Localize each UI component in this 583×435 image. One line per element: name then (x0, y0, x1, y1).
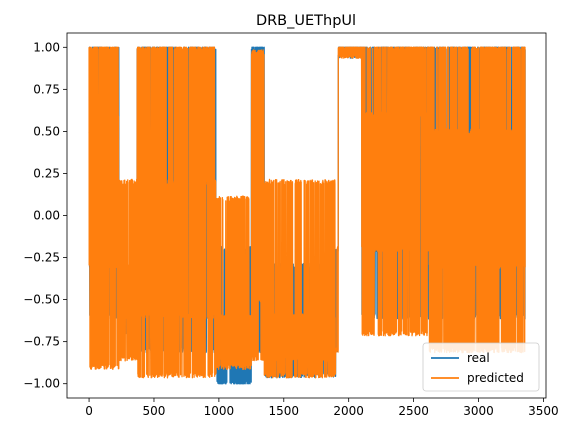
legend-label-predicted: predicted (467, 371, 524, 385)
legend: real predicted (422, 342, 540, 392)
x-tick-label: 2500 (398, 404, 429, 418)
x-tick-label: 3000 (463, 404, 494, 418)
y-tick-label: 0.25 (33, 166, 60, 180)
y-tick-label: −1.00 (23, 377, 60, 391)
x-axis: 0 500 1000 1500 2000 2500 3000 3500 (85, 398, 559, 418)
y-axis: −1.00 −0.75 −0.50 −0.25 0.00 0.25 0.50 0.75 1.00 (23, 40, 67, 391)
x-tick-label: 0 (85, 404, 93, 418)
series-line-predicted (88, 46, 526, 379)
chart-title: DRB_UEThpUl (256, 13, 356, 29)
y-tick-label: 0.00 (33, 209, 60, 223)
x-tick-label: 2000 (333, 404, 364, 418)
plot-area (88, 46, 526, 385)
legend-label-real: real (467, 351, 490, 365)
x-tick-label: 500 (143, 404, 166, 418)
x-tick-label: 3500 (528, 404, 559, 418)
legend-box (422, 342, 540, 392)
y-tick-label: −0.25 (23, 251, 60, 265)
y-tick-label: −0.50 (23, 293, 60, 307)
x-tick-label: 1500 (269, 404, 300, 418)
y-tick-label: −0.75 (23, 335, 60, 349)
y-tick-label: 0.50 (33, 124, 60, 138)
y-tick-label: 1.00 (33, 40, 60, 54)
x-tick-label: 1000 (204, 404, 235, 418)
series-layer (88, 46, 526, 385)
y-tick-label: 0.75 (33, 82, 60, 96)
